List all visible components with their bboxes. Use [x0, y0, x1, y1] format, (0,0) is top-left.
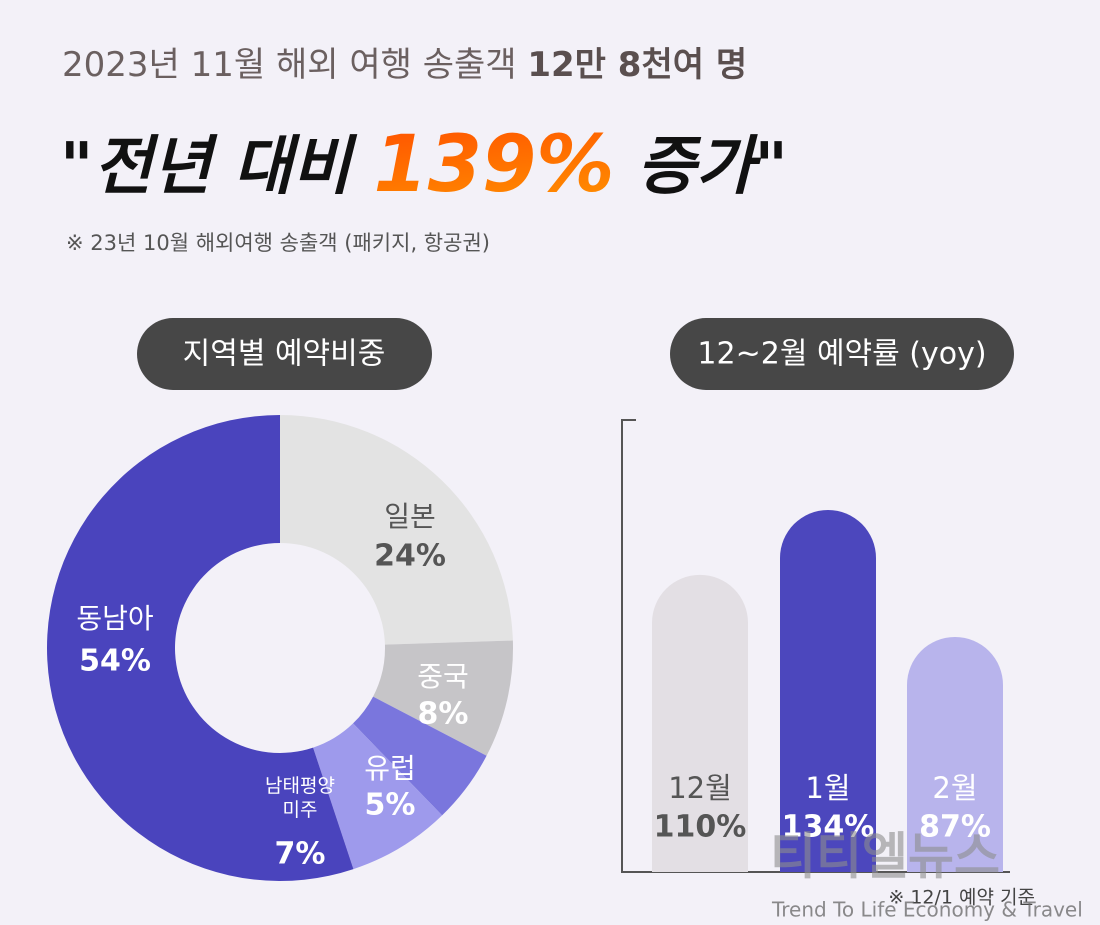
- pie-slice: [280, 415, 513, 645]
- pie-title: 지역별 예약비중: [183, 337, 386, 372]
- slice-label: 유럽: [364, 752, 416, 785]
- bar: [907, 636, 1003, 872]
- slice-value: 8%: [418, 697, 469, 732]
- slice-value: 7%: [275, 837, 326, 872]
- subtitle-text: 2023년 11월 해외 여행 송출객: [62, 45, 517, 85]
- bar-note: ※ 12/1 예약 기준: [888, 887, 1035, 909]
- bar-value: 134%: [782, 810, 875, 845]
- slice-label: 동남아: [76, 602, 153, 635]
- pie-slice: [353, 696, 487, 816]
- watermark-tagline: Trend To Life Economy & Travel: [771, 898, 1083, 922]
- pill: [670, 318, 1014, 390]
- slice-value: 54%: [79, 644, 151, 679]
- slice-value: 5%: [365, 788, 416, 823]
- headline-pre: "전년 대비: [60, 130, 358, 204]
- watermark-logo: 티티엘뉴스: [770, 828, 1000, 886]
- pie-slice: [47, 415, 354, 882]
- headline-highlight: 139%: [373, 120, 614, 210]
- bar-value: 87%: [919, 810, 991, 845]
- bar-category: 1월: [805, 771, 850, 805]
- bar: [652, 574, 748, 872]
- slice-value: 24%: [374, 539, 446, 574]
- slice-label: 남태평양 미주: [265, 775, 335, 821]
- bar-category: 2월: [932, 771, 977, 805]
- bar-title: 12~2월 예약률 (yoy): [697, 337, 986, 372]
- pie-slice: [313, 723, 443, 870]
- note: ※ 23년 10월 해외여행 송출객 (패키지, 항공권): [66, 231, 490, 255]
- bar-value: 110%: [654, 810, 747, 845]
- headline-post: 증가": [637, 130, 788, 204]
- slice-label: 중국: [417, 660, 469, 693]
- subtitle: 2023년 11월 해외 여행 송출객 12만 8천여 명: [62, 45, 747, 85]
- pie-slice: [373, 640, 513, 756]
- bar-category: 12월: [668, 771, 732, 805]
- bar: [780, 510, 876, 872]
- headline: "전년 대비 139% 증가": [60, 120, 788, 210]
- pill: [137, 318, 432, 390]
- slice-label: 일본: [384, 500, 436, 533]
- subtitle-bold: 12만 8천여 명: [527, 45, 747, 85]
